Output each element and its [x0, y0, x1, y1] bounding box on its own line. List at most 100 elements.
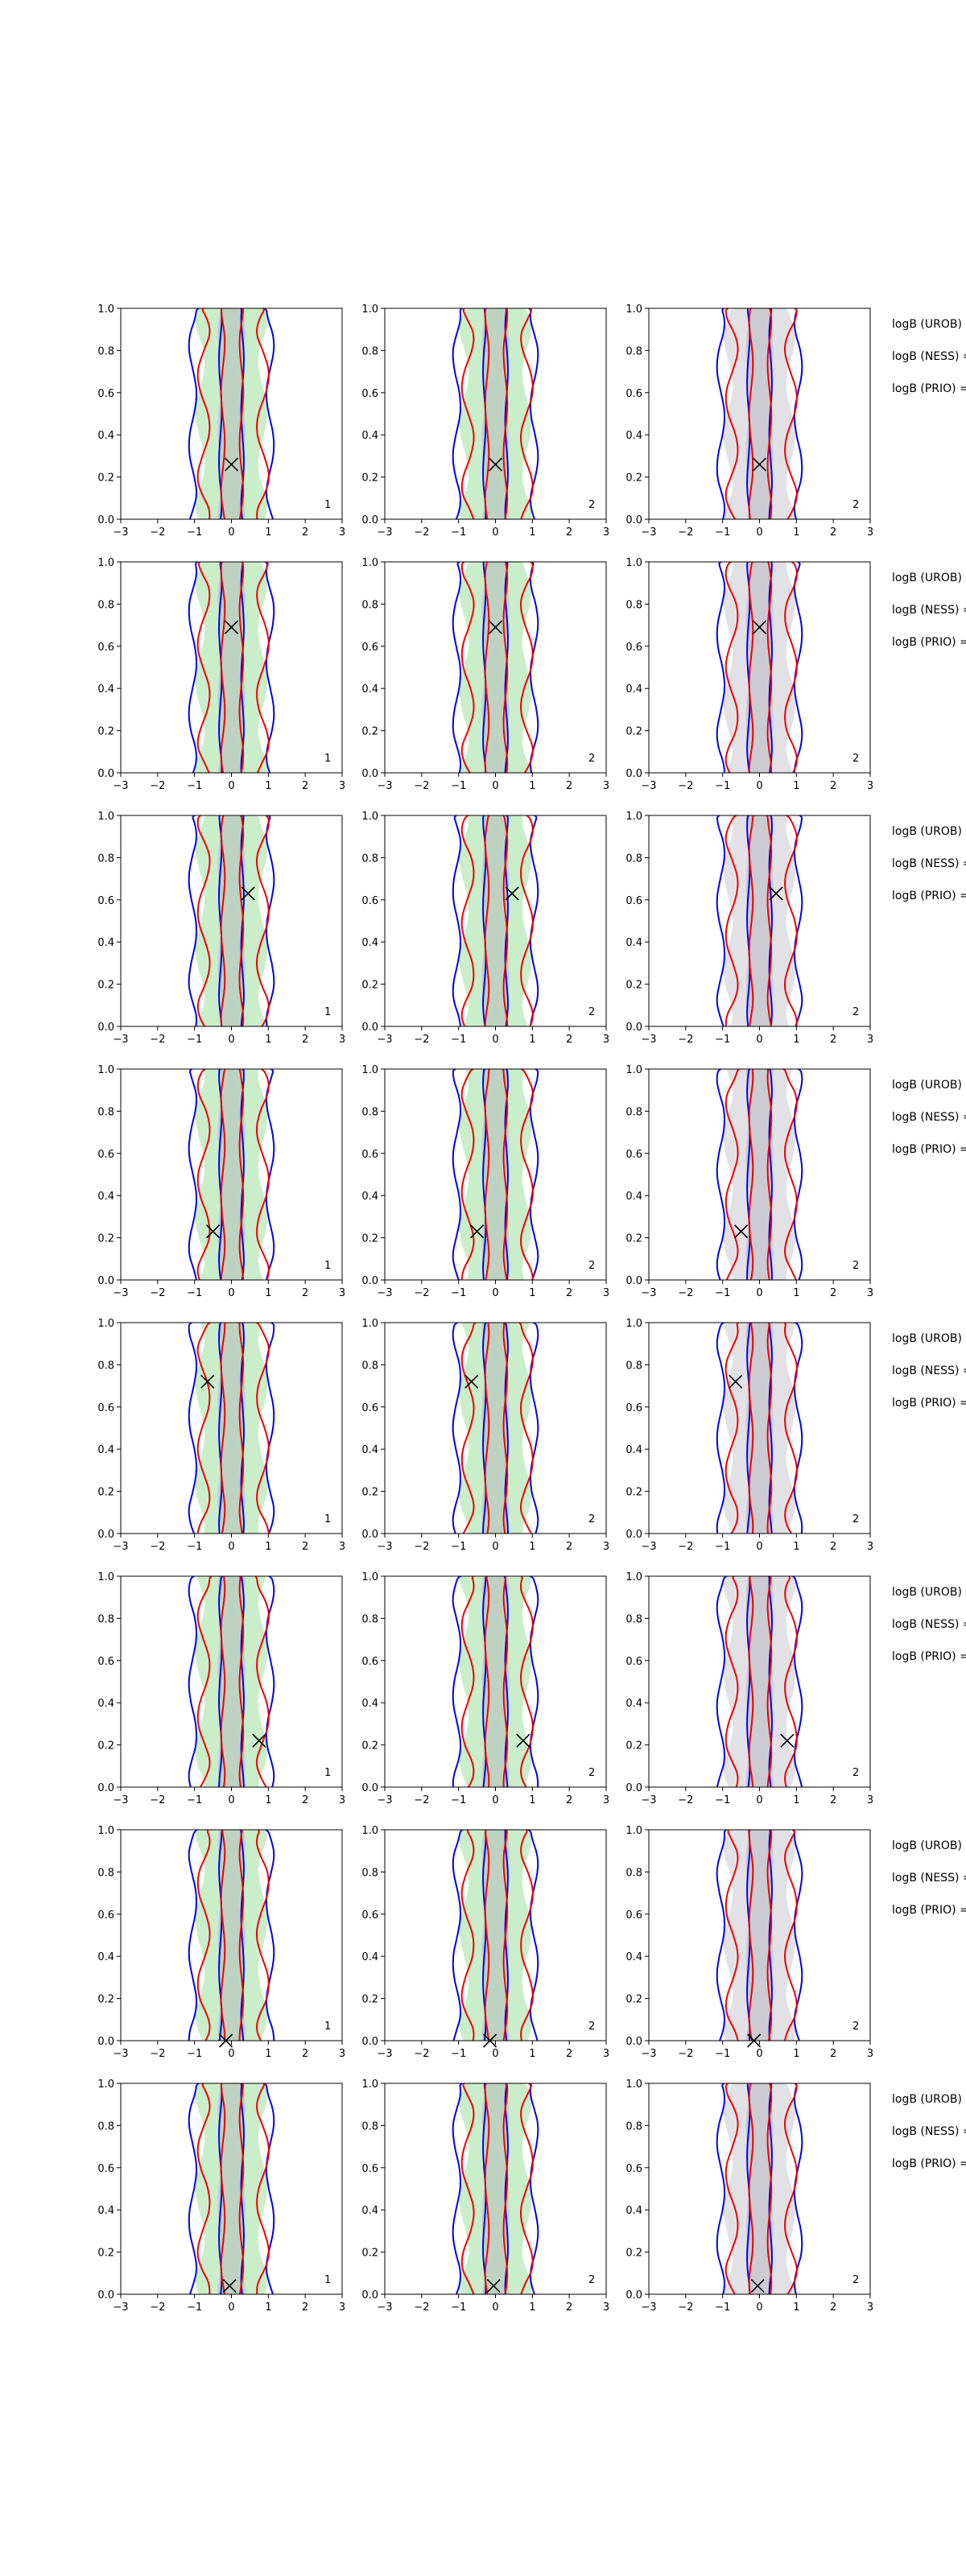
red-contour-inner — [220, 1576, 245, 1787]
x-tick-label: 0 — [228, 2048, 234, 2060]
x-tick-label: 0 — [228, 780, 234, 792]
x-tick-label: 3 — [603, 1034, 609, 1046]
x-tick-label: −3 — [377, 2048, 392, 2060]
red-contour-outer — [196, 1576, 270, 1787]
x-tick-label: −1 — [451, 1034, 466, 1046]
x-tick-label: 3 — [603, 1541, 609, 1553]
subplot-r3-c2: −3 −2 −1 0 1 2 3 0.0 0.2 0.4 0.6 0.8 1.0 2 — [361, 811, 609, 1046]
x-tick-label: 3 — [339, 526, 345, 539]
y-tick-label: 0.4 — [97, 1444, 114, 1456]
x-tick-label: −3 — [641, 1794, 656, 1806]
red-contour-outer — [724, 1830, 798, 2041]
subplot-r8-c3: −3 −2 −1 0 1 2 3 0.0 0.2 0.4 0.6 0.8 1.0 2 — [625, 2079, 873, 2314]
y-tick-label: 1.0 — [361, 2079, 378, 2091]
logb-label: logB (UROB) = — [892, 825, 966, 838]
density-fill-outer — [723, 2083, 796, 2294]
blue-contour-outer — [452, 2083, 539, 2294]
y-tick-label: 0.2 — [625, 980, 642, 992]
blue-contour-outer — [716, 2083, 803, 2294]
density-fill-outer — [459, 815, 532, 1026]
x-tick-label: 2 — [302, 780, 308, 792]
y-tick-label: 0.0 — [361, 514, 378, 526]
blue-contour-outer — [716, 1069, 803, 1280]
contour-area — [452, 815, 539, 1026]
y-tick-label: 0.4 — [97, 1191, 114, 1203]
density-fill-inner — [481, 1576, 510, 1787]
y-tick-label: 0.6 — [625, 1402, 642, 1414]
contour-area — [452, 1830, 539, 2041]
x-tick-label: 1 — [265, 2301, 271, 2314]
y-tick-label: 0.0 — [625, 2036, 642, 2048]
panel-tag: 2 — [588, 1513, 595, 1525]
density-fill-outer — [195, 2083, 268, 2294]
contour-area — [716, 815, 803, 1026]
y-tick-label: 0.6 — [625, 388, 642, 400]
y-tick-label: 0.0 — [361, 1275, 378, 1287]
y-tick-label: 1.0 — [97, 811, 114, 823]
y-tick-label: 0.8 — [625, 1106, 642, 1118]
red-contour-outer — [460, 1830, 534, 2041]
blue-contour-inner — [482, 1830, 509, 2041]
y-tick-label: 1.0 — [625, 1825, 642, 1837]
y-tick-label: 0.6 — [97, 895, 114, 907]
x-tick-label: −2 — [678, 2301, 693, 2314]
red-contour-inner — [748, 815, 773, 1026]
y-tick-label: 0.6 — [625, 1909, 642, 1922]
x-tick-label: −1 — [451, 1287, 466, 1299]
x-tick-label: 0 — [228, 1287, 234, 1299]
y-tick-label: 0.2 — [97, 2248, 114, 2260]
red-contour-outer — [724, 815, 798, 1026]
x-tick-label: 1 — [793, 780, 799, 792]
red-contour-outer — [724, 308, 798, 519]
y-tick-label: 0.2 — [361, 726, 378, 738]
x-tick-label: 2 — [302, 1287, 308, 1299]
x-tick-label: −2 — [678, 1794, 693, 1806]
x-tick-label: −1 — [451, 1794, 466, 1806]
logb-label: logB (UROB) = — [892, 1839, 966, 1852]
y-tick-label: 0.0 — [361, 768, 378, 780]
y-tick-label: 0.2 — [625, 1740, 642, 1752]
red-contour-inner — [748, 562, 773, 773]
density-fill-outer — [459, 562, 532, 773]
y-tick-label: 0.4 — [97, 937, 114, 949]
y-tick-label: 0.4 — [97, 683, 114, 696]
subplot-r6-c1: −3 −2 −1 0 1 2 3 0.0 0.2 0.4 0.6 0.8 1.0 1 — [97, 1571, 345, 1806]
true-value-marker — [750, 2278, 765, 2293]
x-tick-label: 2 — [302, 2048, 308, 2060]
logb-label: logB (NESS) = — [892, 350, 966, 363]
red-contour-outer — [196, 2083, 270, 2294]
y-tick-label: 0.4 — [361, 2205, 378, 2217]
x-tick-label: 2 — [302, 2301, 308, 2314]
x-tick-label: −3 — [641, 526, 656, 539]
red-contour-inner — [748, 2083, 773, 2294]
subplot-r1-c1: −3 −2 −1 0 1 2 3 0.0 0.2 0.4 0.6 0.8 1.0 1 — [97, 303, 345, 539]
blue-contour-inner — [218, 562, 245, 773]
x-tick-label: −2 — [414, 2301, 429, 2314]
red-contour-inner — [220, 1830, 245, 2041]
y-tick-label: 1.0 — [625, 1571, 642, 1583]
panel-tag: 2 — [852, 1260, 859, 1272]
x-tick-label: −2 — [414, 780, 429, 792]
y-tick-label: 0.8 — [625, 345, 642, 357]
y-tick-label: 1.0 — [625, 811, 642, 823]
blue-contour-outer — [452, 815, 539, 1026]
y-tick-label: 0.6 — [625, 2163, 642, 2175]
blue-contour-outer — [452, 562, 539, 773]
x-tick-label: −2 — [678, 526, 693, 539]
density-fill-outer — [195, 1576, 268, 1787]
y-tick-label: 0.2 — [361, 1487, 378, 1499]
y-tick-label: 0.8 — [97, 2120, 114, 2132]
y-tick-label: 1.0 — [97, 1571, 114, 1583]
logb-label: logB (PRIO) = — [892, 890, 966, 902]
contour-area — [452, 1576, 539, 1787]
x-tick-label: 3 — [603, 1794, 609, 1806]
y-tick-label: 0.4 — [97, 430, 114, 442]
density-fill-inner — [217, 308, 246, 519]
x-tick-label: 2 — [302, 526, 308, 539]
y-tick-label: 0.6 — [361, 642, 378, 654]
y-tick-label: 0.0 — [625, 2289, 642, 2301]
contour-area — [452, 2083, 539, 2294]
x-tick-label: 2 — [302, 1034, 308, 1046]
y-tick-label: 1.0 — [625, 1318, 642, 1330]
x-tick-label: 3 — [339, 1541, 345, 1553]
